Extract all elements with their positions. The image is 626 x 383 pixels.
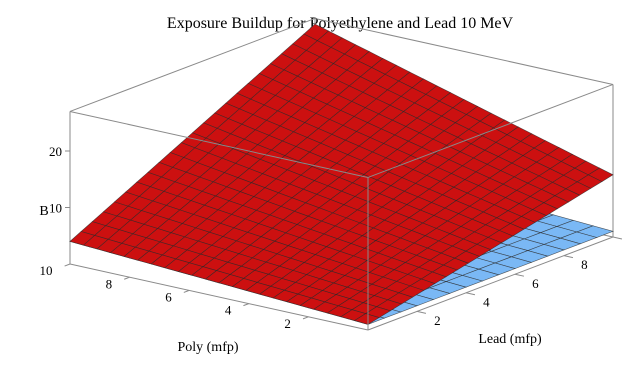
x-tick-label: 4 — [225, 303, 232, 318]
z-axis-label: B — [39, 204, 48, 219]
surface-cell — [353, 313, 380, 325]
box-edge — [367, 83, 614, 178]
box-edge — [314, 17, 614, 85]
y-tick-label: 2 — [434, 313, 441, 328]
x-tick-mark — [243, 303, 249, 307]
y-tick-label: 6 — [532, 276, 539, 291]
x-tick-mark — [302, 316, 309, 320]
y-tick-label: 4 — [483, 294, 490, 309]
y-tick-mark — [465, 292, 476, 296]
axis-ticks: 1086421086421020 — [40, 144, 623, 331]
x-tick-label: 10 — [40, 263, 53, 278]
chart-title: Exposure Buildup for Polyethylene and Le… — [167, 15, 514, 32]
y-tick-label: 8 — [581, 257, 588, 272]
x-tick-label: 2 — [284, 316, 291, 331]
x-tick-label: 8 — [106, 276, 113, 291]
box-edge — [69, 17, 316, 112]
x-tick-mark — [124, 276, 130, 280]
y-tick-mark — [563, 255, 574, 259]
lead-surface — [69, 23, 614, 325]
y-tick-mark — [514, 273, 525, 277]
box-edge — [69, 263, 369, 331]
bounding-box-front — [69, 83, 614, 330]
box-edge — [367, 236, 614, 331]
z-tick-label: 10 — [49, 201, 62, 216]
x-tick-mark — [183, 289, 190, 293]
x-axis-label: Poly (mfp) — [177, 340, 238, 355]
y-tick-mark — [612, 236, 623, 240]
x-tick-label: 6 — [165, 290, 172, 305]
y-tick-mark — [416, 310, 427, 314]
z-tick-label: 20 — [49, 144, 62, 159]
box-edge — [69, 110, 369, 178]
y-axis-label: Lead (mfp) — [478, 332, 542, 347]
x-tick-mark — [64, 263, 71, 267]
